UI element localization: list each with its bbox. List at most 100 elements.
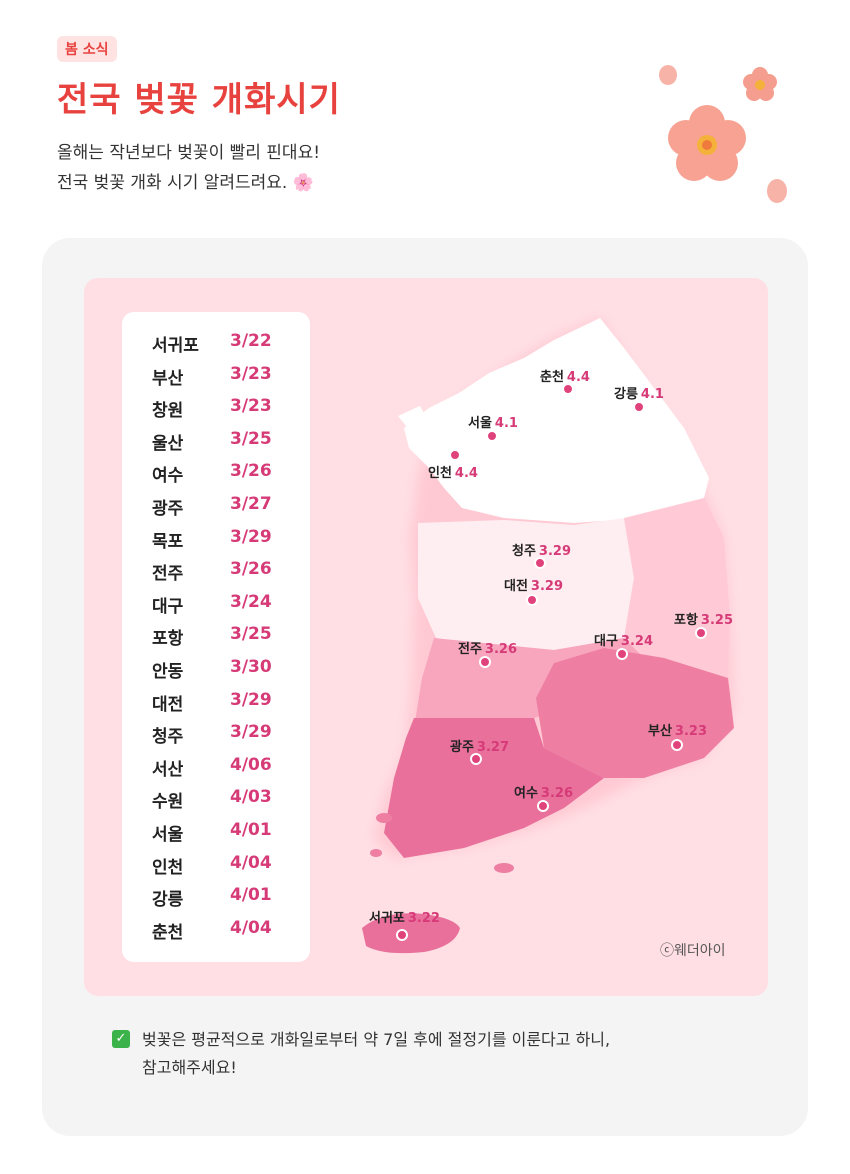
map-marker: [534, 557, 546, 569]
map-label: 광주 3.27: [450, 736, 509, 755]
map-label: 대구 3.24: [594, 630, 653, 649]
list-item: 수원 4/03: [152, 787, 302, 817]
list-city: 안동: [152, 662, 184, 682]
copyright-text: ⓒ웨더아이: [660, 943, 726, 959]
map-label: 서울 4.1: [468, 412, 518, 431]
map-label-date: 3.24: [620, 634, 653, 649]
list-item: 목포 3/29: [152, 527, 302, 557]
map-label-date: 3.25: [700, 613, 733, 628]
map-marker: [449, 449, 461, 461]
list-item: 창원 3/23: [152, 396, 302, 426]
map-marker: [616, 648, 628, 660]
map-label-city: 춘천: [540, 370, 564, 385]
map-label-city: 강릉: [614, 387, 638, 402]
cherry-blossom-icon: [659, 65, 787, 203]
map-label-date: 3.26: [540, 786, 573, 801]
list-item: 부산 3/23: [152, 364, 302, 394]
list-city: 강릉: [152, 890, 184, 911]
map-label-city: 대전: [504, 579, 528, 594]
map-label-date: 4.4: [566, 370, 590, 385]
map-marker: [537, 800, 549, 812]
map-label-city: 대구: [594, 634, 618, 649]
map-label-date: 4.4: [454, 466, 478, 481]
map-label-city: 광주: [450, 740, 474, 755]
list-item: 울산 3/25: [152, 429, 302, 459]
map-label: 청주 3.29: [512, 540, 571, 559]
map-marker: [396, 929, 408, 941]
list-date: 4/06: [230, 754, 272, 775]
map-label-date: 3.29: [538, 544, 571, 559]
list-city: 목포: [152, 531, 184, 552]
map-marker: [562, 383, 574, 395]
category-tag: 봄 소식: [57, 36, 117, 62]
map-label: 전주 3.26: [458, 638, 517, 657]
list-item: 인천 4/04: [152, 853, 302, 883]
map-label-city: 부산: [648, 724, 672, 739]
list-city: 대구: [152, 596, 184, 617]
list-date: 3/22: [230, 331, 272, 351]
list-item: 여수 3/26: [152, 461, 302, 491]
list-date: 3/23: [230, 363, 272, 384]
map-label-date: 4.1: [494, 416, 518, 431]
list-city: 창원: [152, 401, 184, 422]
map-label-date: 3.23: [674, 724, 707, 739]
map-label-city: 인천: [428, 466, 452, 481]
list-item: 청주 3/29: [152, 722, 302, 752]
note-line: 벚꽃은 평균적으로 개화일로부터 약 7일 후에 절정기를 이룬다고 하니,: [142, 1030, 611, 1049]
list-date: 3/29: [230, 722, 272, 743]
map-label: 서귀포 3.22: [369, 907, 440, 926]
map-label: 인천 4.4: [428, 462, 478, 481]
map-marker: [671, 739, 683, 751]
list-date: 4/01: [230, 820, 272, 840]
list-date: 4/03: [230, 787, 272, 808]
intro-text: 올해는 작년보다 벚꽃이 빨리 핀대요! 전국 벚꽃 개화 시기 알려드려요. …: [57, 138, 320, 198]
list-city: 울산: [152, 433, 184, 454]
list-city: 춘천: [152, 922, 184, 943]
bloom-date-list: [122, 312, 310, 962]
list-date: 3/29: [230, 689, 272, 710]
map-label-date: 3.27: [476, 740, 509, 755]
list-item: 광주 3/27: [152, 494, 302, 524]
list-date: 3/26: [230, 461, 272, 482]
map-label: 포항 3.25: [674, 609, 733, 628]
map-label-date: 4.1: [640, 387, 664, 402]
list-city: 서산: [152, 759, 184, 780]
list-date: 3/24: [230, 591, 272, 612]
list-date: 4/01: [230, 885, 272, 906]
page-title: 전국 벚꽃 개화시기: [57, 80, 341, 120]
list-city: 청주: [152, 727, 184, 748]
list-item: 전주 3/26: [152, 559, 302, 589]
list-item: 춘천 4/04: [152, 918, 302, 948]
list-city: 서귀포: [152, 336, 199, 356]
list-city: 부산: [152, 368, 184, 389]
map-marker: [695, 627, 707, 639]
note-line: 참고해주세요!: [142, 1058, 237, 1077]
map-label-city: 서울: [468, 416, 492, 431]
list-item: 서울 4/01: [152, 820, 302, 850]
map-label-date: 3.29: [530, 579, 563, 594]
list-item: 서산 4/06: [152, 755, 302, 785]
map-marker: [470, 753, 482, 765]
map-marker: [633, 401, 645, 413]
check-icon: ✓: [112, 1030, 130, 1048]
map-marker: [486, 430, 498, 442]
list-date: 3/25: [230, 428, 272, 449]
list-city: 전주: [152, 564, 184, 585]
intro-line: 전국 벚꽃 개화 시기 알려드려요. 🌸: [57, 173, 314, 193]
list-city: 인천: [152, 857, 184, 878]
map-label-date: 3.26: [484, 642, 517, 657]
list-city: 광주: [152, 499, 184, 519]
map-marker: [479, 656, 491, 668]
map-label-city: 포항: [674, 613, 698, 628]
list-date: 3/25: [230, 624, 272, 645]
map-label: 춘천 4.4: [540, 366, 590, 385]
list-city: 여수: [152, 466, 184, 487]
map-label-date: 3.22: [407, 911, 440, 926]
list-date: 4/04: [230, 917, 272, 938]
list-city: 대전: [152, 694, 184, 715]
list-date: 3/26: [230, 559, 272, 580]
list-date: 3/30: [230, 657, 272, 677]
list-date: 3/27: [230, 494, 272, 514]
list-item: 강릉 4/01: [152, 885, 302, 915]
map-label-city: 여수: [514, 786, 538, 801]
